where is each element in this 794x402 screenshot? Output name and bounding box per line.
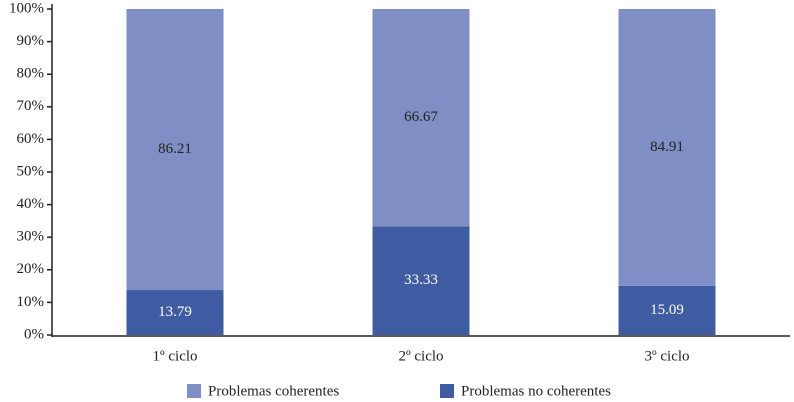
legend-label: Problemas no coherentes xyxy=(461,383,611,399)
value-label: 66.67 xyxy=(404,109,438,125)
bar-segment xyxy=(372,226,470,335)
y-tick-label: 100% xyxy=(9,0,44,16)
y-tick-label: 10% xyxy=(17,294,45,310)
value-label: 13.79 xyxy=(158,304,192,320)
y-tick-label: 40% xyxy=(17,196,45,212)
bar-segment xyxy=(618,285,716,335)
y-tick-label: 90% xyxy=(17,33,45,49)
value-label: 15.09 xyxy=(650,302,684,318)
y-tick-label: 30% xyxy=(17,229,45,245)
bar-segment xyxy=(126,9,224,291)
legend-label: Problemas coherentes xyxy=(208,383,339,399)
y-tick-label: 50% xyxy=(17,163,45,179)
x-tick-label: 3º ciclo xyxy=(644,348,689,364)
y-tick-label: 60% xyxy=(17,131,45,147)
y-tick-label: 20% xyxy=(17,261,45,277)
value-label: 84.91 xyxy=(650,139,684,155)
x-tick-label: 2º ciclo xyxy=(398,348,443,364)
legend-swatch xyxy=(440,384,454,398)
value-label: 33.33 xyxy=(404,272,438,288)
value-label: 86.21 xyxy=(158,141,192,157)
bar-segment xyxy=(618,9,716,286)
y-tick-label: 70% xyxy=(17,98,45,114)
bar-segment xyxy=(372,9,470,227)
x-tick-label: 1º ciclo xyxy=(152,348,197,364)
y-tick-label: 80% xyxy=(17,66,45,82)
bar-segment xyxy=(126,290,224,335)
legend-swatch xyxy=(187,384,201,398)
y-tick-label: 0% xyxy=(24,326,44,342)
